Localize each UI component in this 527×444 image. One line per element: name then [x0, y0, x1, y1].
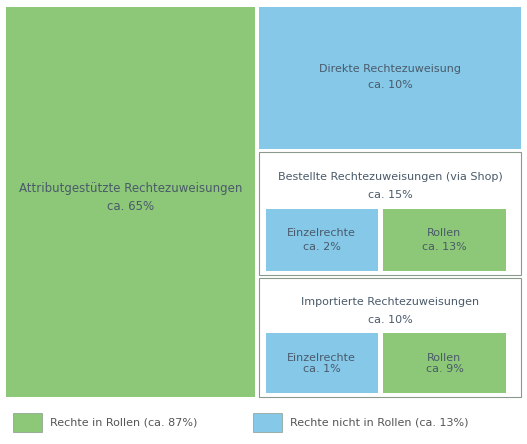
Text: Rechte in Rollen (ca. 87%): Rechte in Rollen (ca. 87%) — [50, 418, 198, 428]
Bar — [383, 333, 506, 393]
Bar — [6, 7, 255, 397]
Text: Rollen: Rollen — [427, 353, 462, 363]
Text: Importierte Rechtezuweisungen: Importierte Rechtezuweisungen — [301, 297, 479, 307]
Bar — [259, 152, 521, 275]
Bar — [259, 278, 521, 397]
Bar — [253, 413, 282, 432]
Text: Einzelrechte: Einzelrechte — [287, 353, 356, 363]
Bar — [383, 210, 506, 271]
Text: ca. 9%: ca. 9% — [426, 364, 463, 373]
Text: ca. 2%: ca. 2% — [303, 242, 341, 252]
Bar — [266, 210, 378, 271]
Text: Rechte nicht in Rollen (ca. 13%): Rechte nicht in Rollen (ca. 13%) — [290, 418, 469, 428]
Text: Attributgestützte Rechtezuweisungen: Attributgestützte Rechtezuweisungen — [19, 182, 242, 195]
Text: ca. 15%: ca. 15% — [368, 190, 412, 200]
Bar — [13, 413, 42, 432]
Text: ca. 10%: ca. 10% — [368, 79, 412, 90]
Text: Rollen: Rollen — [427, 229, 462, 238]
Text: Einzelrechte: Einzelrechte — [287, 229, 356, 238]
Text: ca. 65%: ca. 65% — [107, 200, 154, 213]
Text: Bestellte Rechtezuweisungen (via Shop): Bestellte Rechtezuweisungen (via Shop) — [278, 172, 502, 182]
Text: ca. 13%: ca. 13% — [422, 242, 467, 252]
Bar — [259, 7, 521, 149]
Text: ca. 10%: ca. 10% — [368, 315, 412, 325]
Text: Direkte Rechtezuweisung: Direkte Rechtezuweisung — [319, 64, 461, 74]
Bar — [266, 333, 378, 393]
Text: ca. 1%: ca. 1% — [303, 364, 340, 373]
